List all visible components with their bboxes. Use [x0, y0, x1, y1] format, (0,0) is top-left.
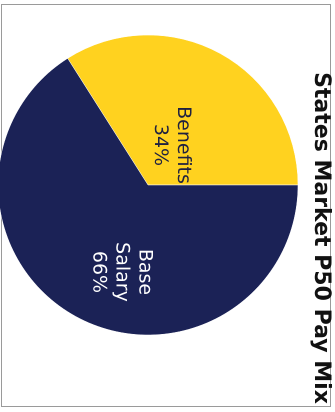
chart-title: States Market P50 Pay Mix: [309, 72, 334, 404]
slice-label-text: Base: [135, 249, 157, 295]
slice-value-label: 66%: [89, 251, 111, 293]
pie-group: [0, 34, 299, 336]
slice-label-text: Salary: [112, 242, 134, 302]
slice-value-label: 34%: [150, 124, 172, 166]
slice-label-text: Benefits: [173, 106, 195, 184]
pie-slice-benefits: [67, 34, 299, 186]
pie-slice-base-salary: [0, 58, 299, 336]
